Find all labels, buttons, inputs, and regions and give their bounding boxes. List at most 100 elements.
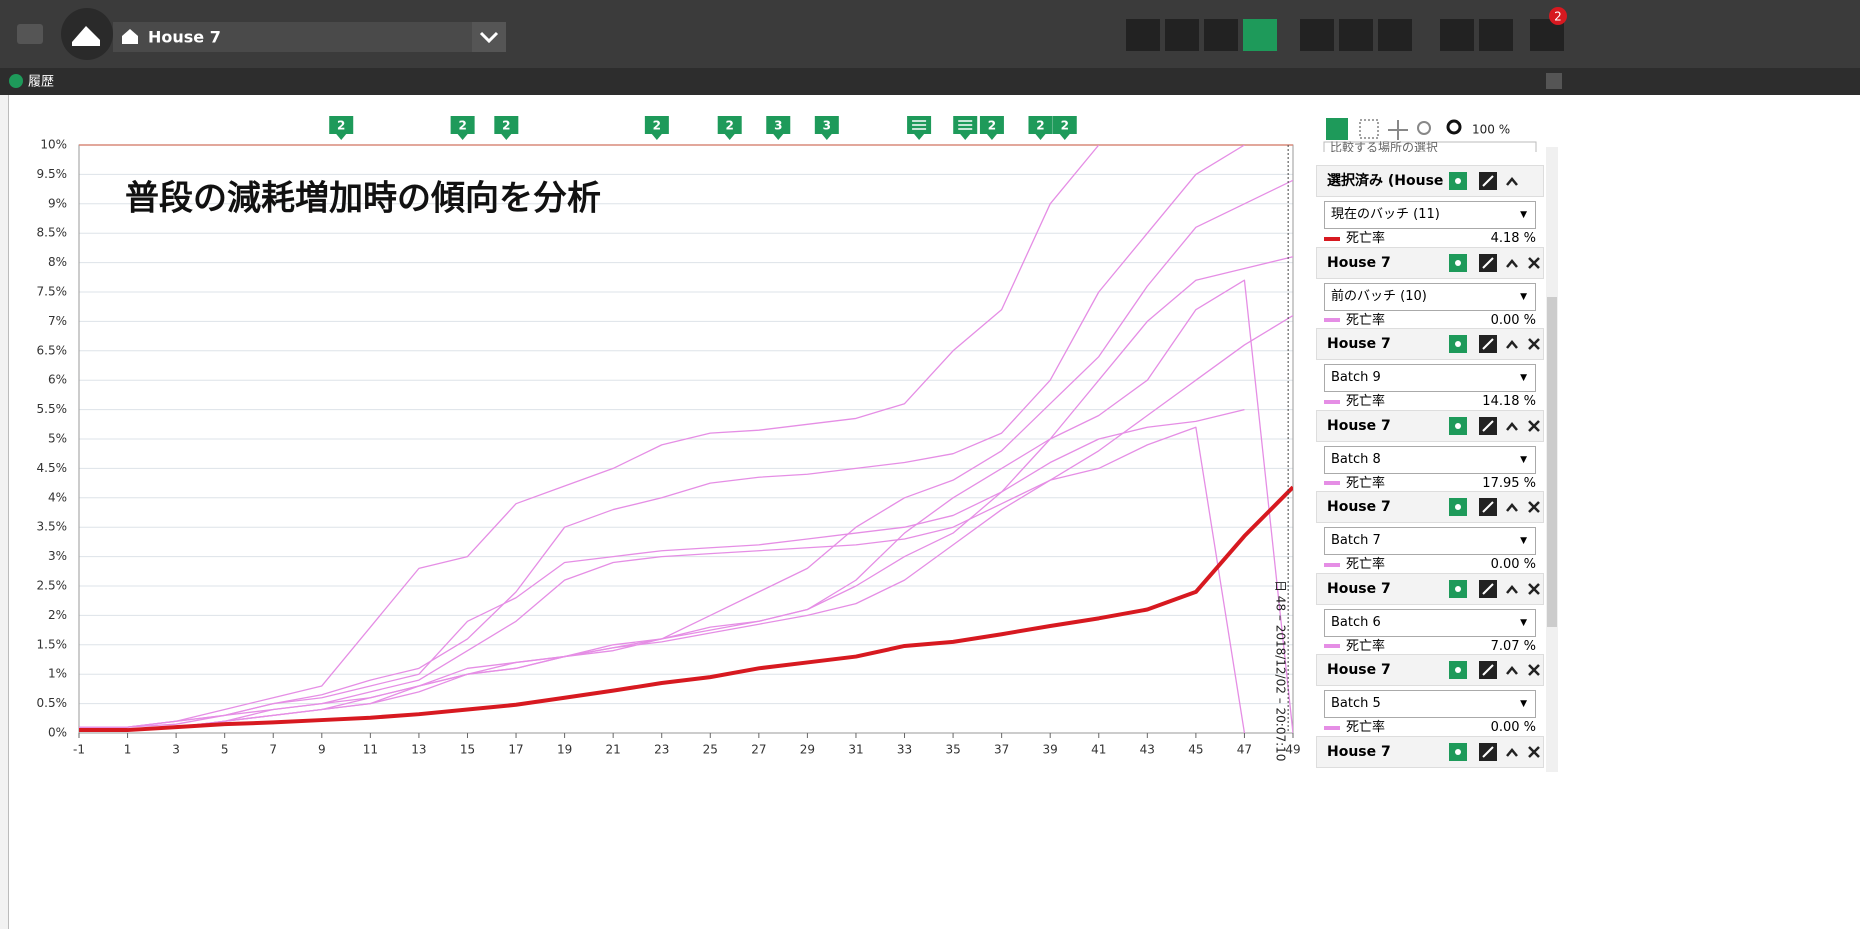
marker-label: 2 (458, 119, 466, 133)
display-button[interactable] (1479, 19, 1513, 51)
batch-select[interactable]: Batch 9 ▼ (1324, 364, 1536, 392)
compare-select[interactable] (1323, 141, 1537, 152)
grid-view-button[interactable] (1126, 19, 1160, 51)
x-tick-label: 25 (703, 743, 718, 757)
pan-tool[interactable] (1388, 120, 1408, 140)
y-tick-label: 6% (48, 373, 67, 387)
pencil-icon (1482, 419, 1494, 432)
legend-row: 死亡率 7.07 % (1324, 638, 1536, 656)
y-tick-label: 5.5% (37, 402, 68, 416)
view-toggle[interactable] (1326, 118, 1348, 140)
close-button[interactable] (1528, 256, 1540, 269)
collapse-button[interactable] (1506, 503, 1518, 512)
entry-header: House 7 (1316, 491, 1544, 523)
close-button[interactable] (1528, 664, 1540, 676)
batch-select[interactable]: 現在のバッチ (11) ▼ (1324, 201, 1536, 229)
chart: 0% 0.5% 1% 1.5% 2% 2.5% 3% 3.5% 4% 4.5% 5% 5.5% 6% 6.… (37, 116, 1301, 761)
series-line (79, 426, 1246, 733)
x-tick-label: 37 (994, 743, 1009, 757)
house-selector[interactable] (113, 22, 506, 52)
cursor-label: 日 48 – 2018/12/02 – 20:07:10 (1274, 580, 1288, 761)
compare-label: 比較する場所の選択 (1330, 140, 1438, 153)
metric-name: 死亡率 (1346, 394, 1386, 409)
y-tick-label: 0% (48, 726, 67, 740)
x-tick-label: 7 (269, 743, 277, 757)
event-marker[interactable]: 2 (644, 116, 669, 140)
batch-select[interactable]: Batch 6 ▼ (1324, 608, 1536, 637)
chart-title: 普段の減耗増加時の傾向を分析 (125, 179, 601, 219)
collapse-button[interactable] (1506, 666, 1518, 675)
table-view-button[interactable] (1204, 19, 1238, 51)
zoom-level[interactable]: 100 % (1472, 123, 1510, 137)
marker-label: 2 (726, 119, 734, 133)
collapse-button[interactable] (1506, 258, 1518, 268)
batch-name: Batch 5 (1331, 696, 1381, 711)
event-marker[interactable]: 2 (450, 116, 475, 140)
pencil-icon (1482, 338, 1494, 350)
collapse-button[interactable] (1506, 421, 1518, 431)
x-tick-label: 33 (897, 743, 912, 757)
event-marker[interactable] (907, 116, 932, 140)
weather-button[interactable] (1300, 19, 1334, 51)
metric-name: 死亡率 (1346, 638, 1386, 654)
y-tick-label: 5% (48, 432, 67, 446)
collapse-button[interactable] (1506, 747, 1518, 757)
pencil-icon (1482, 745, 1494, 758)
y-tick-label: 7.5% (37, 285, 68, 299)
marker-label: 2 (1036, 119, 1044, 133)
scrollbar[interactable] (1546, 147, 1558, 772)
legend-row: 死亡率 0.00 % (1324, 312, 1536, 330)
dropdown-button[interactable] (472, 22, 506, 52)
close-button[interactable] (1528, 745, 1540, 758)
event-marker[interactable]: 2 (1028, 116, 1053, 140)
y-tick-label: 4.5% (37, 461, 68, 475)
scrollbar-thumb[interactable] (1547, 297, 1557, 627)
event-marker[interactable]: 2 (979, 116, 1004, 140)
eye-icon (1455, 585, 1461, 592)
close-button[interactable] (1528, 501, 1540, 513)
entry-title: House 7 (1327, 580, 1391, 597)
metric-value: 17.95 % (1482, 475, 1536, 491)
zoom-select[interactable] (1359, 119, 1379, 139)
series-line (79, 485, 1293, 733)
light-button[interactable] (1440, 19, 1474, 51)
entry-header: House 7 (1316, 328, 1544, 360)
metric-value: 7.07 % (1490, 638, 1536, 654)
event-marker[interactable]: 2 (329, 116, 354, 140)
batch-select[interactable]: Batch 8 ▼ (1324, 445, 1536, 474)
entry-header: House 7 (1316, 409, 1544, 442)
dropdown-caret (479, 31, 499, 44)
eye-icon (1455, 504, 1461, 510)
close-button[interactable] (1528, 419, 1540, 432)
batch-name: Batch 9 (1331, 370, 1381, 385)
event-marker[interactable]: 2 (717, 116, 742, 140)
batch-select[interactable]: Batch 7 ▼ (1324, 527, 1536, 555)
sidebar-toggle[interactable] (17, 24, 43, 44)
zoom-tool[interactable] (1446, 119, 1462, 135)
collapse-button[interactable] (1506, 584, 1518, 594)
history-view-button[interactable] (1243, 19, 1277, 51)
batch-select[interactable]: Batch 5 ▼ (1324, 690, 1536, 718)
metric-value: 0.00 % (1490, 312, 1536, 328)
event-marker[interactable] (953, 116, 978, 140)
house-view-button[interactable] (1165, 19, 1199, 51)
collapse-button[interactable] (1506, 177, 1518, 186)
event-marker[interactable]: 3 (814, 116, 839, 140)
zoom-reset[interactable] (1417, 121, 1431, 135)
edit-button[interactable] (1339, 19, 1373, 51)
expand-button[interactable] (1546, 73, 1562, 89)
feed-button[interactable] (1378, 19, 1412, 51)
pencil-icon (1482, 501, 1494, 513)
event-marker[interactable]: 2 (494, 116, 519, 140)
series-line (79, 256, 1293, 731)
notification-badge (1549, 7, 1567, 25)
entry-title: House 7 (1327, 254, 1391, 271)
entry-icons (1449, 335, 1540, 353)
close-button[interactable] (1528, 338, 1540, 350)
close-button[interactable] (1528, 582, 1540, 595)
event-marker[interactable]: 3 (766, 116, 791, 140)
batch-select[interactable]: 前のバッチ (10) ▼ (1324, 282, 1536, 311)
event-marker[interactable]: 2 (1052, 116, 1077, 140)
collapse-button[interactable] (1506, 340, 1518, 349)
metric-name: 死亡率 (1346, 312, 1386, 328)
